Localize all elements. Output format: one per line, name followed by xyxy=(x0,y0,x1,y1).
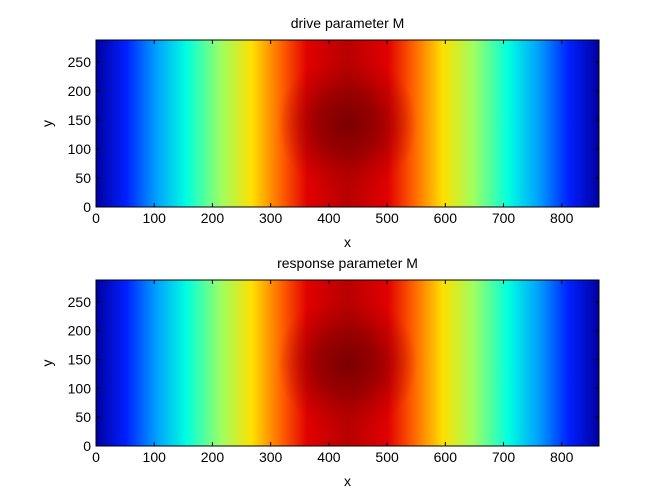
chart-title: drive parameter M xyxy=(291,15,405,31)
x-axis-label: x xyxy=(344,234,351,250)
x-tick-label: 100 xyxy=(143,449,167,465)
y-tick-label: 0 xyxy=(83,199,91,215)
y-axis-label: y xyxy=(39,360,55,367)
x-tick-label: 400 xyxy=(317,210,341,226)
x-tick-label: 200 xyxy=(201,449,225,465)
heatmap-field xyxy=(96,40,599,207)
x-tick-label: 500 xyxy=(375,449,399,465)
y-tick-label: 250 xyxy=(68,54,92,70)
heatmap-field xyxy=(96,280,599,446)
x-tick-label: 300 xyxy=(259,210,283,226)
chart-title: response parameter M xyxy=(277,255,418,271)
peak-core xyxy=(277,53,418,194)
y-tick-label: 150 xyxy=(68,352,92,368)
y-tick-label: 100 xyxy=(68,380,92,396)
x-tick-label: 0 xyxy=(92,210,100,226)
y-tick-label: 50 xyxy=(75,170,91,186)
heatmap-panel-drive: 0 100 200 300 400 500 600 700 800 0 50 100 150 200 250… xyxy=(39,15,600,250)
y-tick-label: 250 xyxy=(68,294,92,310)
y-tick-label: 50 xyxy=(75,409,91,425)
x-tick-label: 300 xyxy=(259,449,283,465)
x-tick-label: 600 xyxy=(434,449,458,465)
x-tick-label: 400 xyxy=(317,449,341,465)
y-axis-label: y xyxy=(39,120,55,127)
y-tick-label: 0 xyxy=(83,438,91,454)
x-axis-label: x xyxy=(344,473,351,489)
axes-frame xyxy=(95,279,600,447)
x-tick-label: 800 xyxy=(550,449,574,465)
peak-core xyxy=(277,293,418,433)
axes-frame xyxy=(95,39,600,208)
x-tick-label: 200 xyxy=(201,210,225,226)
x-tick-label: 800 xyxy=(550,210,574,226)
y-tick-label: 150 xyxy=(68,112,92,128)
x-tick-label: 500 xyxy=(375,210,399,226)
heatmap-panel-response: 0 100 200 300 400 500 600 700 800 0 50 100 150 200 250… xyxy=(39,255,600,489)
x-tick-label: 700 xyxy=(492,210,516,226)
x-tick-label: 700 xyxy=(492,449,516,465)
y-tick-label: 100 xyxy=(68,141,92,157)
x-tick-label: 600 xyxy=(434,210,458,226)
y-tick-label: 200 xyxy=(68,323,92,339)
x-tick-label: 0 xyxy=(92,449,100,465)
x-tick-label: 100 xyxy=(143,210,167,226)
y-tick-label: 200 xyxy=(68,83,92,99)
